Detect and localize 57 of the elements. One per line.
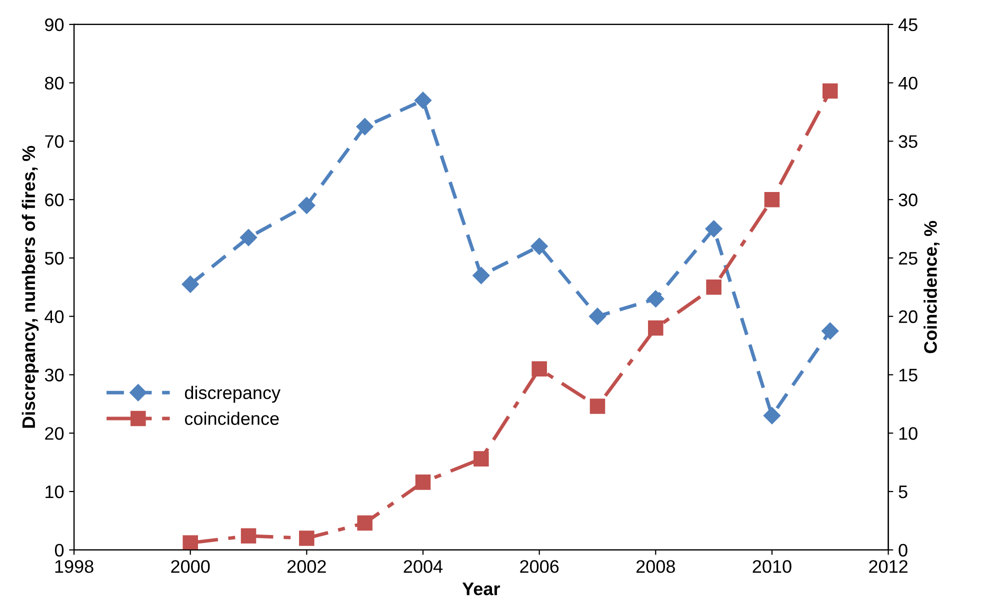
- y-tick-label: 40: [44, 310, 64, 324]
- point: [822, 83, 838, 99]
- x-axis-title: Year: [462, 582, 500, 596]
- point: [298, 196, 316, 214]
- y-tick-label: 70: [45, 135, 64, 148]
- point: [532, 361, 547, 377]
- point: [647, 290, 664, 308]
- point: [414, 92, 432, 109]
- legend-label: discrepancy: [184, 386, 281, 403]
- y2-tick-label: 5: [898, 486, 908, 498]
- x-tick-label: 2002: [288, 560, 326, 573]
- point: [590, 398, 606, 414]
- y-axis-title: Discrepancy, numbers of fires, %: [22, 146, 39, 428]
- point: [357, 515, 372, 531]
- x-tick-label: 2010: [752, 560, 792, 573]
- point: [530, 238, 548, 255]
- point: [822, 322, 839, 340]
- y2-tick-label: 30: [898, 194, 918, 206]
- y2-tick-label: 25: [898, 252, 918, 265]
- y-tick-label: 50: [44, 252, 64, 265]
- x-tick-label: 2008: [636, 560, 675, 573]
- point: [299, 530, 314, 546]
- point: [240, 528, 256, 544]
- point: [182, 535, 198, 550]
- y2-tick-label: 20: [898, 310, 918, 324]
- y2-tick-label: 10: [899, 427, 918, 440]
- y-tick-label: 90: [45, 18, 64, 32]
- point: [648, 320, 664, 336]
- y2-axis-title: Coincidence, %: [924, 220, 940, 354]
- point: [415, 474, 431, 490]
- point: [474, 451, 489, 466]
- x-tick-label: 2000: [171, 560, 210, 573]
- y-tick-label: 20: [45, 427, 64, 440]
- y2-tick-label: 0: [898, 544, 908, 557]
- point: [240, 228, 258, 246]
- point: [588, 308, 606, 325]
- y2-tick-label: 45: [898, 18, 918, 32]
- x-tick-label: 2012: [869, 560, 908, 573]
- point: [472, 266, 490, 284]
- point: [182, 276, 199, 293]
- y2-tick-label: 40: [898, 76, 918, 90]
- point: [764, 192, 780, 208]
- y2-tick-label: 15: [899, 368, 918, 382]
- y-tick-label: 10: [46, 485, 64, 498]
- x-tick-label: 2006: [520, 560, 559, 573]
- y2-tick-label: 35: [898, 135, 918, 148]
- y-tick-label: 30: [44, 368, 64, 382]
- point: [706, 280, 722, 295]
- y-tick-label: 80: [45, 76, 64, 90]
- y-tick-label: 60: [45, 194, 64, 206]
- y-tick-label: 0: [54, 544, 64, 557]
- x-tick-label: 1998: [55, 560, 94, 573]
- point: [356, 118, 374, 136]
- legend-label: coincidence: [184, 412, 279, 425]
- point: [705, 220, 722, 238]
- point: [763, 407, 781, 424]
- x-tick-label: 2004: [404, 560, 443, 573]
